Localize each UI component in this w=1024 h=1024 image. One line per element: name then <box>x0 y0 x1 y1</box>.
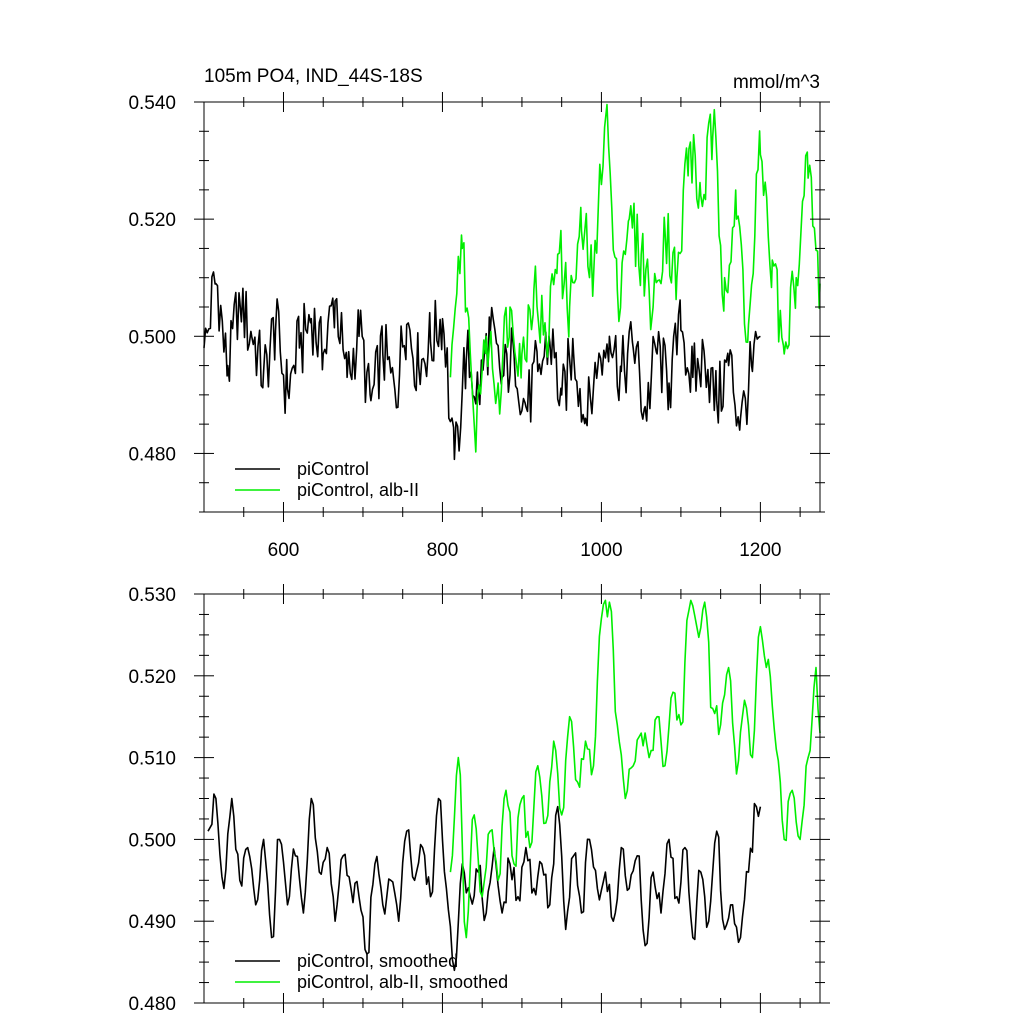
series-line-picontrol-alb-ii <box>449 103 821 453</box>
y-tick-label: 0.490 <box>128 912 176 933</box>
series-line-picontrol-alb-ii-smoothed <box>449 599 821 939</box>
plot-frame <box>203 101 821 513</box>
y-tick-label: 0.540 <box>128 93 176 114</box>
bottom-series-lines <box>207 599 821 972</box>
x-tick-label: 1000 <box>580 540 622 561</box>
plot-frame <box>203 593 821 1004</box>
legend-label-picontrol-smoothed: piControl, smoothed <box>297 951 458 971</box>
bottom-panel: 0.480 0.490 0.500 0.510 0.520 0.530 piControl… <box>128 584 830 1015</box>
top-title-right: mmol/m^3 <box>733 72 820 93</box>
bottom-legend: piControl, smoothed piControl, alb-II, s… <box>235 951 508 992</box>
y-tick-label: 0.520 <box>128 667 176 688</box>
y-tick-label: 0.500 <box>128 830 176 851</box>
y-tick-label: 0.530 <box>128 585 176 606</box>
y-tick-label: 0.520 <box>128 210 176 231</box>
x-tick-label: 600 <box>268 540 300 561</box>
y-tick-label: 0.500 <box>128 327 176 348</box>
x-tick-label: 1200 <box>739 540 781 561</box>
series-line-picontrol-smoothed <box>207 793 762 972</box>
legend-label-alb-ii: piControl, alb-II <box>297 480 419 500</box>
y-tick-label: 0.480 <box>128 444 176 465</box>
top-legend: piControl piControl, alb-II <box>235 459 419 500</box>
top-axes: 0.480 0.500 0.520 0.540 600 800 1000 1200 <box>128 92 830 561</box>
top-panel: 105m PO4, IND_44S-18S mmol/m^3 0.480 0.50… <box>128 66 830 561</box>
legend-label-alb-ii-smoothed: piControl, alb-II, smoothed <box>297 972 508 992</box>
top-series-lines <box>203 103 821 461</box>
y-tick-label: 0.510 <box>128 749 176 770</box>
top-title-left: 105m PO4, IND_44S-18S <box>204 66 423 87</box>
legend-label-picontrol: piControl <box>297 459 369 479</box>
x-tick-label: 800 <box>427 540 459 561</box>
bottom-axes: 0.480 0.490 0.500 0.510 0.520 0.530 <box>128 584 830 1015</box>
y-tick-label: 0.480 <box>128 994 176 1015</box>
